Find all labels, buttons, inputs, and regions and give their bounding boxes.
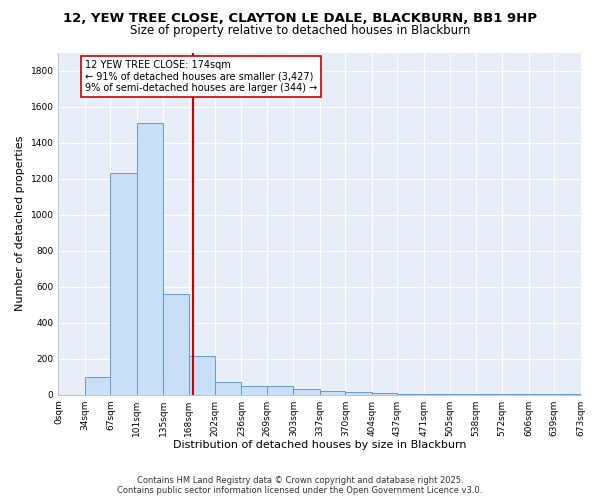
Bar <box>110 173 137 394</box>
Text: 12, YEW TREE CLOSE, CLAYTON LE DALE, BLACKBURN, BB1 9HP: 12, YEW TREE CLOSE, CLAYTON LE DALE, BLA… <box>63 12 537 26</box>
Bar <box>346 392 372 394</box>
Bar <box>293 389 320 394</box>
Bar <box>163 294 189 394</box>
Bar <box>137 122 163 394</box>
Bar <box>320 391 346 394</box>
Y-axis label: Number of detached properties: Number of detached properties <box>15 136 25 311</box>
Text: 12 YEW TREE CLOSE: 174sqm
← 91% of detached houses are smaller (3,427)
9% of sem: 12 YEW TREE CLOSE: 174sqm ← 91% of detac… <box>85 60 317 93</box>
Bar <box>85 378 110 394</box>
Text: Contains HM Land Registry data © Crown copyright and database right 2025.
Contai: Contains HM Land Registry data © Crown c… <box>118 476 482 495</box>
Bar <box>267 386 293 394</box>
Bar <box>215 382 241 394</box>
Bar <box>372 393 397 394</box>
Bar <box>189 356 215 395</box>
Bar <box>241 386 267 394</box>
Text: Size of property relative to detached houses in Blackburn: Size of property relative to detached ho… <box>130 24 470 37</box>
X-axis label: Distribution of detached houses by size in Blackburn: Distribution of detached houses by size … <box>173 440 466 450</box>
